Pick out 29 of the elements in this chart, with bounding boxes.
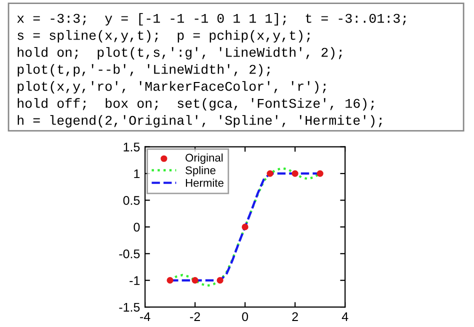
point xyxy=(166,277,174,284)
x-tick-label: 2 xyxy=(292,312,298,321)
text: plot(x,y,'ro', 'MarkerFaceColor', 'r'); xyxy=(18,81,326,94)
x-tick-label: -4 xyxy=(140,312,150,321)
y-tick-label: -0.5 xyxy=(119,249,140,258)
legend-label: Original xyxy=(186,153,223,164)
y-tick-label: 1 xyxy=(134,169,140,178)
y-tick-label: -1.5 xyxy=(119,302,140,312)
y-tick-label: 1.5 xyxy=(124,142,140,152)
y-tick-label: -1 xyxy=(130,276,140,285)
point xyxy=(266,170,274,177)
y-tick-label: 0 xyxy=(134,222,140,232)
text: s = spline(x,y,t); p = pchip(x,y,t); xyxy=(18,30,310,43)
text: h = legend(2,'Original', 'Spline', 'Hermite'); xyxy=(18,115,382,128)
point xyxy=(192,277,198,284)
text: hold on; plot(t,s,':g', 'LineWidth', 2); xyxy=(18,47,342,60)
legend-label: Hermite xyxy=(186,178,224,187)
point xyxy=(216,277,224,284)
legend-label: Spline xyxy=(186,166,216,176)
y-tick-label: 0.5 xyxy=(123,196,140,205)
x-tick-label: -2 xyxy=(190,312,200,321)
text: x = -3:3; y = [-1 -1 -1 0 1 1 1]; t = -3:.01:3; xyxy=(17,13,406,26)
x-tick-label: 0 xyxy=(242,312,248,322)
x-tick-label: 4 xyxy=(342,312,348,321)
text: plot(t,p,'--b', 'LineWidth', 2); xyxy=(18,64,270,77)
point xyxy=(242,224,248,230)
point xyxy=(316,170,324,177)
text: hold off; box on; set(gca, 'FontSize', 16); xyxy=(18,98,374,111)
point xyxy=(292,170,298,177)
